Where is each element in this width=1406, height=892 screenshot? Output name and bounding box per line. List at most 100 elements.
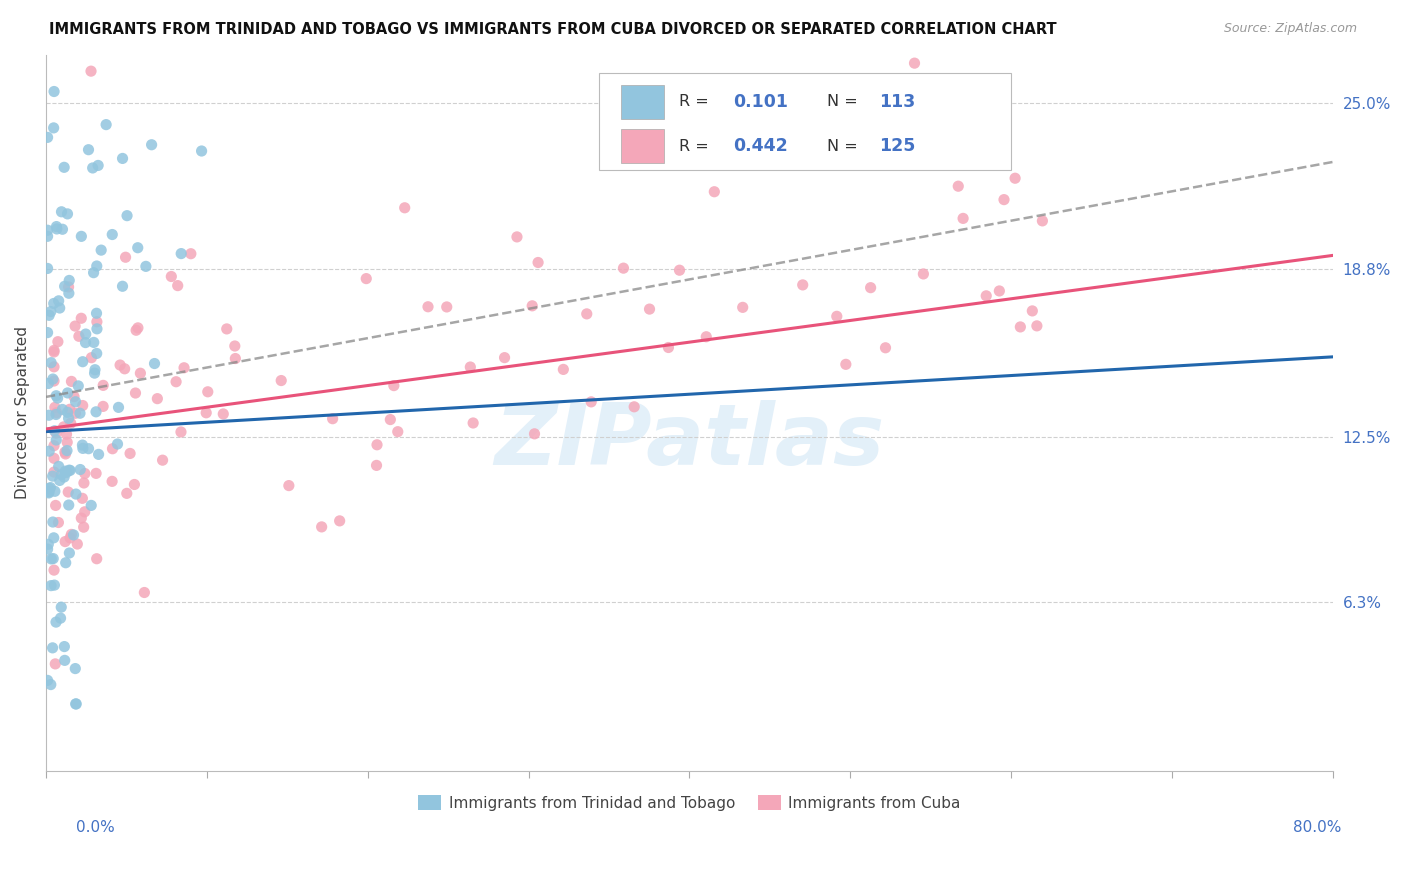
Point bbox=[51, 600, 73, 615]
Point bbox=[903, 56, 925, 70]
Point bbox=[59, 463, 82, 477]
Point bbox=[129, 366, 152, 380]
Point bbox=[51, 222, 73, 236]
Point bbox=[37, 326, 59, 340]
Point bbox=[45, 408, 67, 422]
Point bbox=[49, 611, 72, 625]
Point bbox=[56, 405, 79, 419]
Point bbox=[53, 445, 76, 459]
Point bbox=[42, 531, 65, 545]
Point bbox=[38, 486, 60, 500]
Point bbox=[270, 374, 292, 388]
Point bbox=[825, 310, 848, 324]
Point bbox=[44, 657, 66, 671]
Point bbox=[416, 300, 439, 314]
Point bbox=[195, 406, 218, 420]
Point bbox=[1031, 214, 1053, 228]
Point bbox=[101, 227, 124, 242]
Point bbox=[506, 230, 529, 244]
Point bbox=[37, 130, 59, 145]
Point bbox=[45, 426, 67, 441]
Point bbox=[86, 306, 108, 320]
Point bbox=[101, 442, 124, 456]
Point bbox=[86, 315, 108, 329]
Point bbox=[170, 246, 193, 260]
Point bbox=[53, 534, 76, 549]
Point bbox=[52, 420, 75, 434]
Point bbox=[39, 304, 62, 318]
Point bbox=[197, 384, 219, 399]
Point bbox=[58, 286, 80, 301]
Point bbox=[72, 399, 94, 413]
Point bbox=[75, 326, 97, 341]
Point bbox=[73, 520, 96, 534]
Point bbox=[1025, 318, 1047, 333]
Point bbox=[72, 355, 94, 369]
Point bbox=[86, 551, 108, 566]
Point bbox=[65, 487, 87, 501]
Point bbox=[55, 447, 77, 461]
Point bbox=[67, 379, 90, 393]
Point bbox=[875, 341, 897, 355]
Point bbox=[53, 653, 76, 667]
Text: ZIPatlas: ZIPatlas bbox=[495, 400, 884, 483]
Point bbox=[39, 677, 62, 691]
Point bbox=[53, 279, 76, 293]
Point bbox=[366, 438, 388, 452]
Text: R =: R = bbox=[679, 95, 714, 109]
Point bbox=[86, 322, 108, 336]
Point bbox=[638, 302, 661, 317]
Point bbox=[38, 482, 60, 496]
Point bbox=[56, 207, 79, 221]
Point bbox=[82, 161, 104, 175]
Point bbox=[322, 411, 344, 425]
Point bbox=[792, 277, 814, 292]
Point bbox=[380, 412, 402, 426]
Text: Source: ZipAtlas.com: Source: ZipAtlas.com bbox=[1223, 22, 1357, 36]
Point bbox=[87, 158, 110, 172]
Point bbox=[39, 579, 62, 593]
Point bbox=[382, 378, 405, 392]
Point bbox=[44, 401, 66, 415]
Point bbox=[38, 444, 60, 458]
Point bbox=[166, 278, 188, 293]
Text: 113: 113 bbox=[879, 93, 915, 111]
Point bbox=[42, 563, 65, 577]
Text: 0.101: 0.101 bbox=[733, 93, 789, 111]
Point bbox=[436, 300, 458, 314]
Point bbox=[65, 406, 87, 420]
Point bbox=[55, 556, 77, 570]
Point bbox=[58, 280, 80, 294]
Point bbox=[60, 527, 83, 541]
Point bbox=[988, 284, 1011, 298]
Point bbox=[37, 673, 59, 688]
FancyBboxPatch shape bbox=[599, 73, 1011, 169]
Point bbox=[107, 401, 129, 415]
Point bbox=[53, 640, 76, 654]
Point bbox=[72, 491, 94, 506]
Text: N =: N = bbox=[827, 95, 863, 109]
Point bbox=[66, 537, 89, 551]
Point bbox=[65, 662, 87, 676]
Point bbox=[59, 416, 82, 430]
Point bbox=[152, 453, 174, 467]
Point bbox=[69, 462, 91, 476]
Text: 0.0%: 0.0% bbox=[76, 821, 115, 835]
Point bbox=[55, 466, 77, 480]
Point bbox=[115, 209, 138, 223]
Point bbox=[87, 447, 110, 461]
Point bbox=[1010, 320, 1032, 334]
Point bbox=[143, 357, 166, 371]
Point bbox=[44, 578, 66, 592]
Point bbox=[42, 359, 65, 374]
Point bbox=[38, 409, 60, 423]
Point bbox=[160, 269, 183, 284]
Point bbox=[835, 357, 858, 371]
Point bbox=[84, 362, 107, 376]
Point bbox=[48, 516, 70, 530]
Point bbox=[86, 346, 108, 360]
Point bbox=[60, 375, 83, 389]
Point bbox=[42, 374, 65, 388]
Point bbox=[190, 144, 212, 158]
Point bbox=[37, 223, 59, 237]
